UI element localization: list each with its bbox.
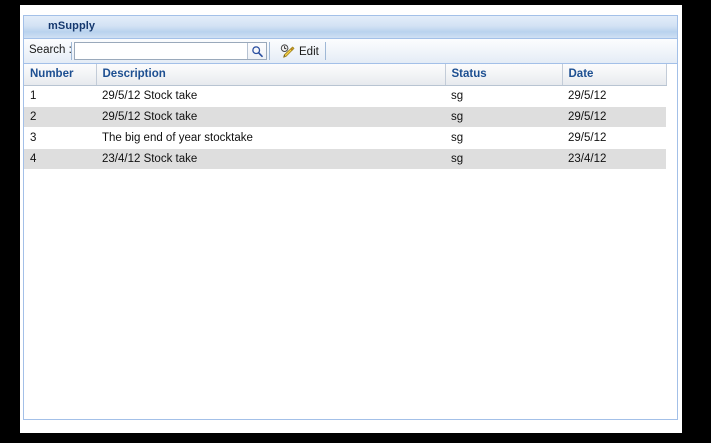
search-toolbar: Search :: [24, 39, 677, 64]
cell-number: 2: [24, 106, 96, 128]
cell-description: The big end of year stocktake: [96, 127, 445, 149]
cell-date: 29/5/12: [562, 106, 666, 128]
column-header-number[interactable]: Number: [24, 64, 97, 86]
stocktake-table: Number Description Status Date 1 29/5/12…: [24, 64, 667, 170]
cell-number: 1: [24, 85, 96, 107]
column-header-description[interactable]: Description: [96, 64, 446, 86]
cell-status: sg: [445, 106, 562, 128]
cell-status: sg: [445, 127, 562, 149]
cell-date: 23/4/12: [562, 148, 666, 170]
cell-number: 3: [24, 127, 96, 149]
table-row[interactable]: 1 29/5/12 Stock take sg 29/5/12: [24, 85, 666, 107]
stocktake-table-area: Number Description Status Date 1 29/5/12…: [24, 64, 677, 418]
edit-button-label: Edit: [299, 45, 319, 58]
magnifier-icon: [251, 45, 263, 57]
search-field-wrapper[interactable]: [74, 42, 267, 60]
pencil-clock-icon: [280, 43, 295, 58]
table-row[interactable]: 4 23/4/12 Stock take sg 23/4/12: [24, 148, 666, 170]
edit-button[interactable]: Edit: [278, 42, 321, 61]
table-body: 1 29/5/12 Stock take sg 29/5/12 2 29/5/1…: [24, 85, 666, 170]
column-header-status[interactable]: Status: [445, 64, 563, 86]
cell-description: 29/5/12 Stock take: [96, 106, 445, 128]
cell-date: 29/5/12: [562, 127, 666, 149]
table-row[interactable]: 2 29/5/12 Stock take sg 29/5/12: [24, 106, 666, 128]
cell-description: 29/5/12 Stock take: [96, 85, 445, 107]
toolbar-separator: [269, 42, 270, 60]
window-titlebar: mSupply: [24, 16, 677, 39]
cell-status: sg: [445, 85, 562, 107]
cell-number: 4: [24, 148, 96, 170]
page-background: mSupply Search :: [20, 5, 682, 433]
search-input[interactable]: [75, 43, 247, 59]
cell-date: 29/5/12: [562, 85, 666, 107]
msupply-window-panel: mSupply Search :: [23, 15, 678, 420]
cell-description: 23/4/12 Stock take: [96, 148, 445, 170]
table-row[interactable]: 3 The big end of year stocktake sg 29/5/…: [24, 127, 666, 149]
table-header-row: Number Description Status Date: [24, 64, 667, 86]
toolbar-separator: [325, 42, 326, 60]
search-label: Search :: [29, 44, 72, 56]
column-header-date[interactable]: Date: [562, 64, 667, 86]
cell-status: sg: [445, 148, 562, 170]
window-title: mSupply: [48, 20, 96, 32]
search-button[interactable]: [247, 43, 266, 59]
table-header: Number Description Status Date: [24, 64, 667, 86]
toolbar-separator: [71, 42, 72, 60]
